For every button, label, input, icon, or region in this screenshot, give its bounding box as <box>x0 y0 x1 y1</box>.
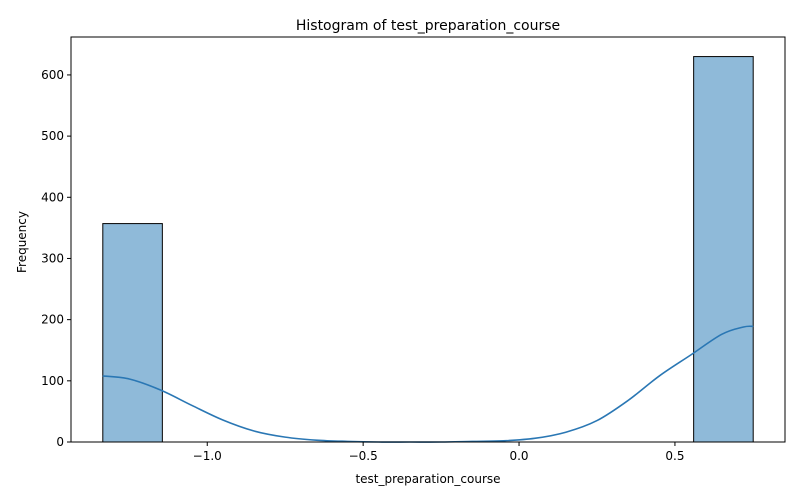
bars-layer <box>102 56 754 443</box>
plot-frame <box>70 36 786 443</box>
x-tick-label: −0.5 <box>349 449 378 463</box>
x-tick-label: 0.0 <box>509 449 528 463</box>
histogram-bar-0 <box>102 223 163 443</box>
y-tick-label: 0 <box>56 435 64 449</box>
x-tick-label: −1.0 <box>193 449 222 463</box>
y-tick-label: 200 <box>41 313 64 327</box>
y-axis-label: Frequency <box>15 211 29 273</box>
histogram-bar-1 <box>693 56 754 443</box>
y-ticks: 0 100 200 300 400 500 600 <box>41 68 71 449</box>
x-ticks: −1.0 −0.5 0.0 0.5 <box>193 442 684 463</box>
chart-title: Histogram of test_preparation_course <box>296 18 560 34</box>
y-tick-label: 600 <box>41 68 64 82</box>
y-tick-label: 400 <box>41 190 64 204</box>
y-tick-label: 300 <box>41 251 64 265</box>
x-axis-label: test_preparation_course <box>355 472 500 486</box>
kde-curve <box>102 325 754 443</box>
y-tick-label: 500 <box>41 129 64 143</box>
kde-layer <box>102 325 754 443</box>
y-tick-label: 100 <box>41 374 64 388</box>
x-tick-label: 0.5 <box>665 449 684 463</box>
